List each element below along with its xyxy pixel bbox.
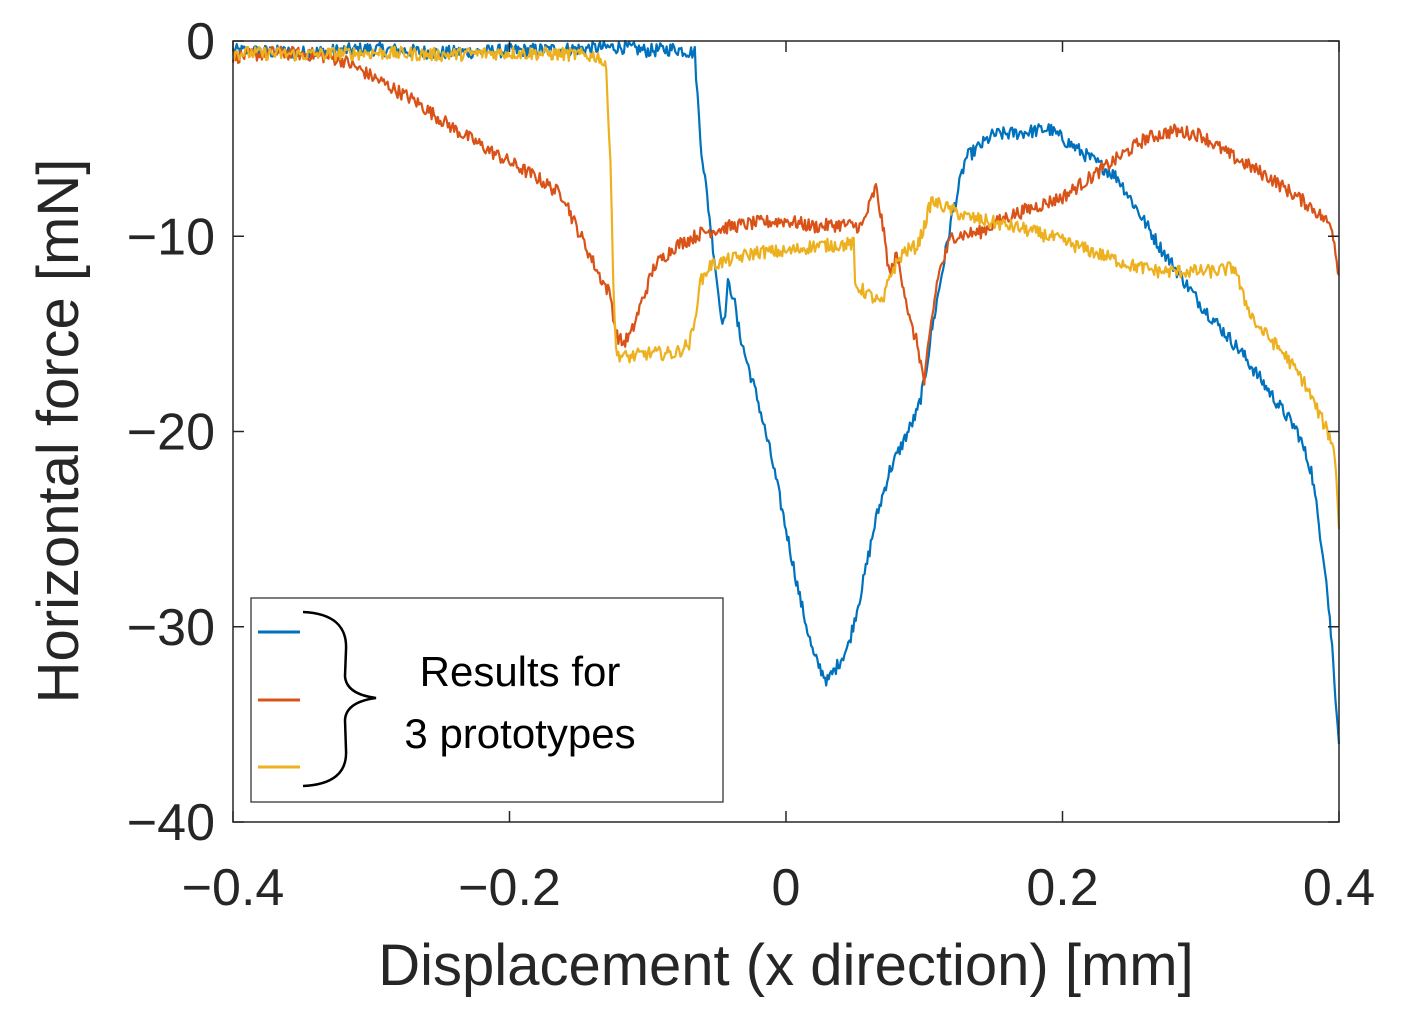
- series-group: [231, 39, 1341, 744]
- legend-text-line-1: Results for: [420, 648, 621, 695]
- series-line-prototype-2: [231, 45, 1340, 386]
- y-tick-label: −20: [127, 404, 215, 462]
- legend: Results for 3 prototypes: [250, 597, 724, 803]
- y-tick-label: 0: [186, 13, 215, 71]
- x-tick-label: 0.4: [1303, 859, 1375, 917]
- x-tick-label: 0.2: [1026, 859, 1098, 917]
- y-axis-label: Horizontal force [mN]: [26, 159, 91, 704]
- y-tick-label: −30: [127, 599, 215, 657]
- series-line-prototype-3: [231, 45, 1341, 530]
- x-tick-label: −0.2: [458, 859, 561, 917]
- y-tick-label: −40: [127, 794, 215, 852]
- x-tick-label: −0.4: [182, 859, 285, 917]
- legend-brace-icon: [302, 610, 377, 788]
- y-tick-label: −10: [127, 208, 215, 266]
- y-axis-ticks: 0 −10 −20 −30 −40: [127, 13, 1339, 852]
- legend-box: [250, 597, 724, 803]
- x-axis-label: Displacement (x direction) [mm]: [378, 933, 1193, 998]
- legend-text-line-2: 3 prototypes: [404, 710, 635, 757]
- x-axis-ticks: −0.4 −0.2 0 0.2 0.4: [182, 41, 1375, 917]
- x-tick-label: 0: [772, 859, 801, 917]
